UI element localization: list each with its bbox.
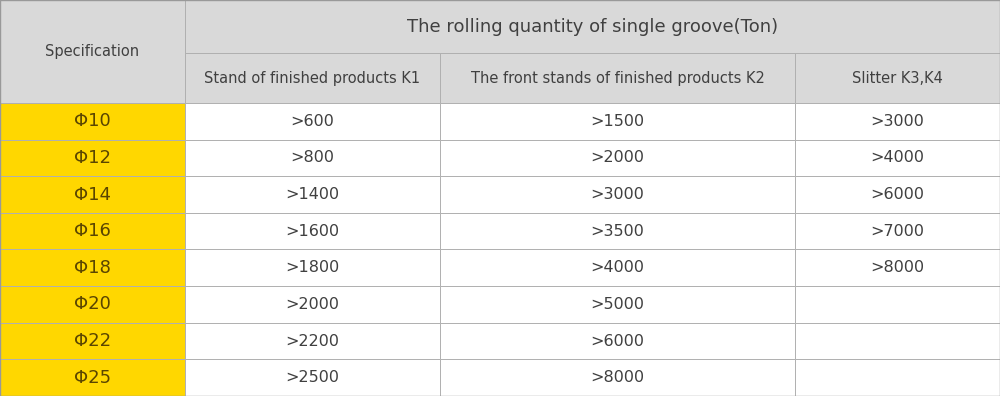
Bar — [440, 213, 795, 249]
Bar — [185, 286, 440, 323]
Bar — [185, 0, 1000, 53]
Bar — [0, 249, 185, 286]
Text: >1500: >1500 — [590, 114, 645, 129]
Bar — [0, 0, 185, 103]
Bar — [795, 249, 1000, 286]
Text: The front stands of finished products K2: The front stands of finished products K2 — [471, 71, 764, 86]
Text: >2000: >2000 — [286, 297, 340, 312]
Bar — [185, 213, 440, 249]
Text: >5000: >5000 — [590, 297, 644, 312]
Bar — [185, 323, 440, 360]
Bar — [440, 360, 795, 396]
Bar — [440, 249, 795, 286]
Bar — [0, 323, 185, 360]
Text: Φ10: Φ10 — [74, 112, 111, 130]
Text: >3000: >3000 — [871, 114, 924, 129]
Bar — [185, 103, 440, 140]
Text: >3500: >3500 — [591, 224, 644, 239]
Text: >8000: >8000 — [870, 260, 925, 275]
Bar — [795, 53, 1000, 103]
Text: >6000: >6000 — [590, 333, 644, 348]
Text: >2200: >2200 — [286, 333, 340, 348]
Text: Φ14: Φ14 — [74, 186, 111, 204]
Bar — [795, 360, 1000, 396]
Bar — [795, 103, 1000, 140]
Bar — [440, 53, 795, 103]
Bar — [0, 213, 185, 249]
Text: >1800: >1800 — [285, 260, 340, 275]
Text: Φ12: Φ12 — [74, 149, 111, 167]
Bar — [0, 360, 185, 396]
Text: Specification: Specification — [45, 44, 140, 59]
Text: >800: >800 — [290, 150, 334, 166]
Bar — [440, 286, 795, 323]
Bar — [440, 323, 795, 360]
Text: The rolling quantity of single groove(Ton): The rolling quantity of single groove(To… — [407, 18, 778, 36]
Bar — [185, 140, 440, 176]
Text: >2000: >2000 — [590, 150, 644, 166]
Text: >7000: >7000 — [870, 224, 924, 239]
Text: Φ18: Φ18 — [74, 259, 111, 277]
Text: >1400: >1400 — [285, 187, 340, 202]
Text: >1600: >1600 — [285, 224, 340, 239]
Bar — [0, 103, 185, 140]
Text: >4000: >4000 — [590, 260, 644, 275]
Bar — [795, 140, 1000, 176]
Text: Stand of finished products K1: Stand of finished products K1 — [204, 71, 421, 86]
Text: >3000: >3000 — [591, 187, 644, 202]
Bar — [185, 249, 440, 286]
Text: Slitter K3,K4: Slitter K3,K4 — [852, 71, 943, 86]
Bar — [795, 286, 1000, 323]
Bar — [185, 53, 440, 103]
Bar — [440, 176, 795, 213]
Text: Φ25: Φ25 — [74, 369, 111, 386]
Bar — [0, 286, 185, 323]
Bar — [795, 176, 1000, 213]
Text: Φ20: Φ20 — [74, 295, 111, 313]
Bar — [185, 360, 440, 396]
Text: >8000: >8000 — [590, 370, 645, 385]
Text: >600: >600 — [291, 114, 334, 129]
Text: Φ22: Φ22 — [74, 332, 111, 350]
Text: Φ16: Φ16 — [74, 222, 111, 240]
Bar — [795, 323, 1000, 360]
Text: >2500: >2500 — [286, 370, 340, 385]
Text: >4000: >4000 — [870, 150, 924, 166]
Bar — [0, 176, 185, 213]
Bar — [795, 213, 1000, 249]
Text: >6000: >6000 — [870, 187, 924, 202]
Bar — [185, 176, 440, 213]
Bar — [440, 140, 795, 176]
Bar — [0, 140, 185, 176]
Bar — [440, 103, 795, 140]
